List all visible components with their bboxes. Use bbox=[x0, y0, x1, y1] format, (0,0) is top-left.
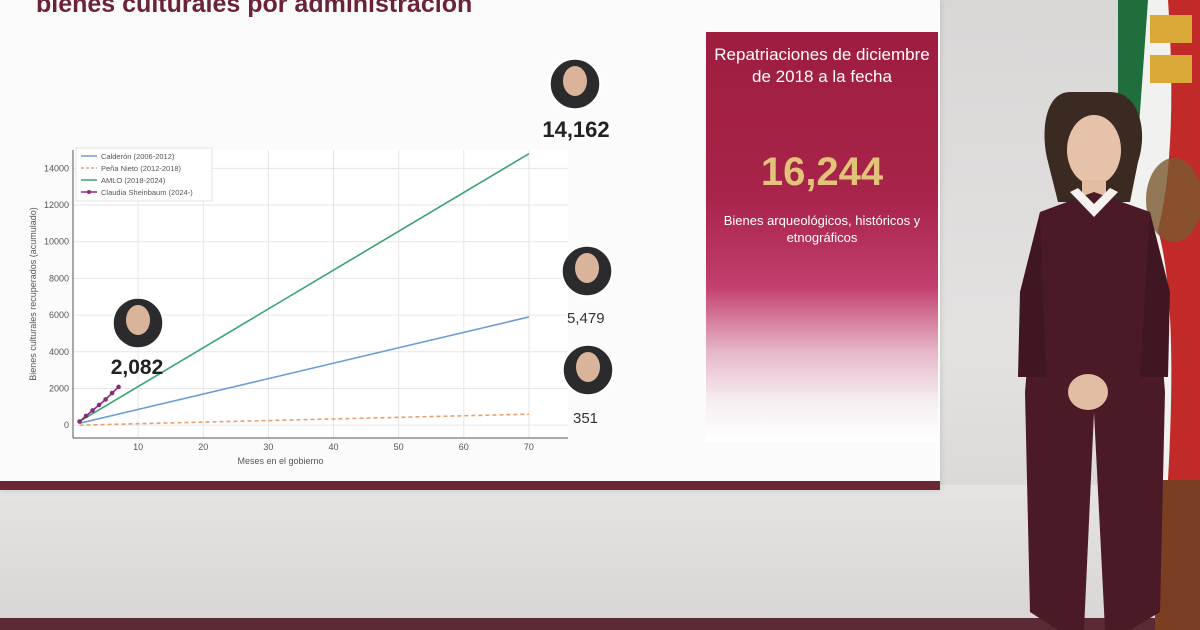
legend-entry-3: Claudia Sheinbaum (2024-) bbox=[101, 188, 193, 197]
slide-title: bienes culturales por administración bbox=[36, 0, 473, 18]
legend-marker-3 bbox=[87, 190, 91, 194]
legend-entry-0: Calderón (2006-2012) bbox=[101, 152, 175, 161]
series-marker-3 bbox=[90, 408, 95, 413]
end-label-2: 14,162 bbox=[542, 117, 609, 142]
series-marker-3 bbox=[103, 397, 108, 402]
y-tick-label: 6000 bbox=[49, 310, 69, 320]
y-tick-label: 10000 bbox=[44, 237, 69, 247]
x-tick-label: 30 bbox=[263, 442, 273, 452]
projection-screen: bienes culturales por administración 10 2… bbox=[0, 0, 940, 490]
legend-box bbox=[75, 147, 213, 202]
y-tick-label: 8000 bbox=[49, 273, 69, 283]
legend-entry-1: Peña Nieto (2012-2018) bbox=[101, 164, 182, 173]
repatriation-panel: Repatriaciones de diciembre de 2018 a la… bbox=[706, 32, 938, 442]
end-labels: 5,479 351 14,162 2,082 bbox=[111, 117, 610, 427]
series-marker-3 bbox=[83, 413, 89, 419]
wall-band bbox=[0, 485, 1200, 625]
line-chart: 10 20 30 40 50 60 70 0 2000 4000 6000 8000 10000 1200… bbox=[28, 58, 614, 466]
series-line-2 bbox=[79, 152, 530, 423]
y-tick-label: 2000 bbox=[49, 383, 69, 393]
y-tick-label: 4000 bbox=[49, 347, 69, 357]
chart-axes: 10 20 30 40 50 60 70 0 2000 4000 6000 8000 10000 1200… bbox=[28, 150, 568, 466]
series-marker-3 bbox=[109, 390, 115, 396]
panel-heading: Repatriaciones de diciembre de 2018 a la… bbox=[714, 45, 930, 86]
portrait-photos bbox=[112, 58, 614, 396]
series-line-0 bbox=[79, 316, 530, 425]
legend-entry-2: AMLO (2018-2024) bbox=[101, 176, 166, 185]
series-marker-3 bbox=[96, 402, 102, 408]
y-axis-label: Bienes culturales recuperados (acumulado… bbox=[28, 207, 38, 381]
portrait-face-2 bbox=[563, 66, 587, 96]
x-tick-label: 50 bbox=[394, 442, 404, 452]
portrait-face-3 bbox=[126, 305, 150, 335]
x-tick-label: 40 bbox=[329, 442, 339, 452]
chart-series bbox=[77, 152, 530, 426]
portrait-face-0 bbox=[575, 253, 599, 283]
x-tick-label: 70 bbox=[524, 442, 534, 452]
y-tick-label: 12000 bbox=[44, 200, 69, 210]
series-line-1 bbox=[79, 413, 529, 426]
x-tick-label: 10 bbox=[133, 442, 143, 452]
end-label-1: 351 bbox=[573, 410, 598, 427]
x-axis-label: Meses en el gobierno bbox=[237, 456, 323, 466]
screen-bottom-bar bbox=[0, 481, 940, 490]
y-tick-label: 14000 bbox=[44, 163, 69, 173]
x-tick-label: 60 bbox=[459, 442, 469, 452]
panel-caption: Bienes arqueológicos, históricos y etnog… bbox=[723, 213, 921, 245]
stage-floor bbox=[0, 618, 1200, 630]
end-label-0: 5,479 bbox=[567, 310, 605, 327]
speaker-person bbox=[1018, 92, 1170, 630]
series-marker-3 bbox=[77, 419, 82, 424]
series-marker-3 bbox=[116, 384, 121, 390]
chart-legend: Calderón (2006-2012) Peña Nieto (2012-201… bbox=[75, 147, 213, 202]
portrait-face-1 bbox=[576, 352, 600, 382]
flag-pole-base bbox=[1155, 480, 1200, 630]
y-tick-label: 0 bbox=[64, 420, 69, 430]
x-tick-label: 20 bbox=[198, 442, 208, 452]
end-label-3: 2,082 bbox=[111, 356, 164, 379]
panel-total-number: 16,244 bbox=[760, 150, 884, 194]
